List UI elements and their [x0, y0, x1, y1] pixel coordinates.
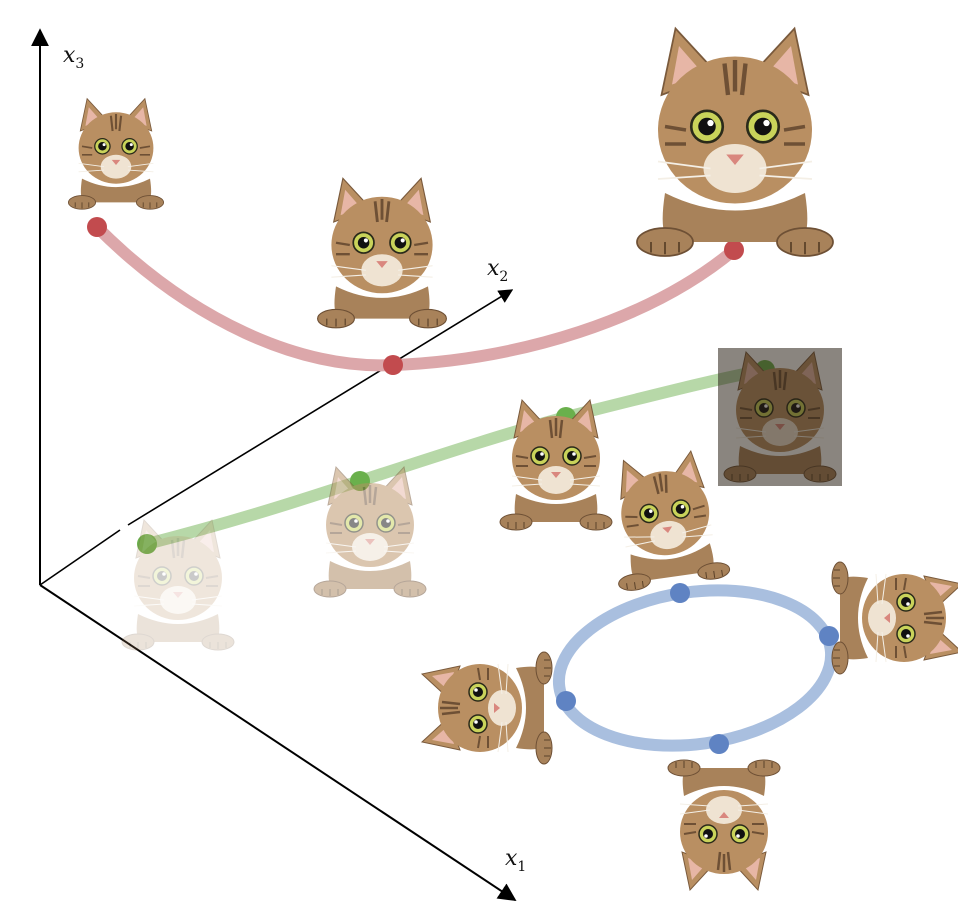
axes: x3 x2 x1	[31, 28, 526, 901]
blue-point-3	[709, 734, 729, 754]
x1-axis	[39, 584, 517, 901]
blue-point-1	[670, 583, 690, 603]
cat-image-dark	[718, 348, 842, 486]
red-point-3	[724, 240, 744, 260]
x3-label: x3	[63, 43, 84, 72]
blue-point-2	[819, 626, 839, 646]
cat-image-large	[637, 29, 833, 257]
x1-label: x1	[505, 846, 526, 875]
cat-image-normal	[498, 398, 614, 532]
cat-image-small	[67, 97, 165, 211]
cat-image-rot-180	[666, 758, 782, 892]
red-curve-group	[87, 217, 744, 375]
x2-axis-lower	[39, 529, 121, 586]
red-point-1	[87, 217, 107, 237]
cat-image-rot-270	[420, 650, 554, 766]
cat-image-medium	[316, 176, 448, 330]
blue-curve-group	[552, 583, 839, 754]
blue-point-4	[556, 691, 576, 711]
x2-axis-upper	[127, 289, 514, 526]
red-point-2	[383, 355, 403, 375]
cat-image-tilted	[600, 446, 732, 594]
green-curve	[141, 364, 771, 550]
cat-image-rot-90	[830, 560, 958, 676]
blue-curve	[552, 584, 838, 752]
x2-label: x2	[487, 256, 508, 285]
